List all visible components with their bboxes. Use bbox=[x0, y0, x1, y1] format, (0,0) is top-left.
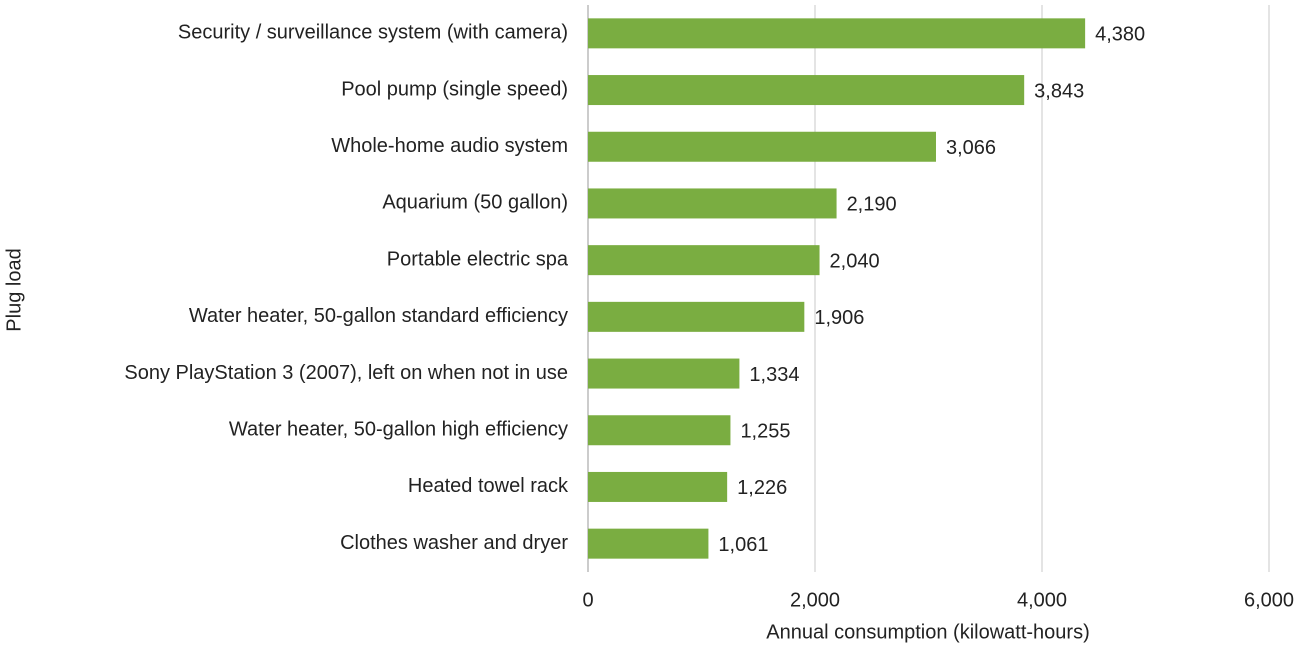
value-label: 1,061 bbox=[718, 534, 768, 556]
x-tick-label: 4,000 bbox=[1017, 589, 1067, 611]
bar bbox=[588, 415, 731, 446]
value-label: 2,040 bbox=[830, 250, 880, 272]
y-tick-label: Sony PlayStation 3 (2007), left on when … bbox=[124, 362, 568, 384]
bar bbox=[588, 245, 820, 276]
value-label: 3,843 bbox=[1034, 80, 1084, 102]
y-tick-label: Aquarium (50 gallon) bbox=[382, 192, 568, 214]
value-label: 2,190 bbox=[847, 194, 897, 216]
bar bbox=[588, 188, 837, 219]
x-tick-label: 6,000 bbox=[1244, 589, 1294, 611]
x-axis-label: Annual consumption (kilowatt-hours) bbox=[766, 621, 1090, 643]
x-tick-label: 2,000 bbox=[790, 589, 840, 611]
y-tick-label: Water heater, 50-gallon high efficiency bbox=[229, 419, 568, 441]
bar bbox=[588, 75, 1025, 106]
y-tick-label: Water heater, 50-gallon standard efficie… bbox=[189, 305, 568, 327]
value-label: 4,380 bbox=[1095, 24, 1145, 46]
y-tick-label: Security / surveillance system (with cam… bbox=[178, 22, 568, 44]
bar bbox=[588, 18, 1086, 49]
y-axis-label: Plug load bbox=[3, 248, 25, 331]
value-label: 1,334 bbox=[749, 364, 799, 386]
bar bbox=[588, 471, 728, 502]
value-label: 1,255 bbox=[740, 421, 790, 443]
value-label: 1,226 bbox=[737, 477, 787, 499]
y-tick-label: Clothes washer and dryer bbox=[340, 532, 568, 554]
y-tick-label: Heated towel rack bbox=[408, 475, 569, 497]
x-tick-label: 0 bbox=[582, 589, 593, 611]
bar bbox=[588, 528, 709, 559]
y-tick-label: Pool pump (single speed) bbox=[341, 78, 568, 100]
bar bbox=[588, 131, 936, 162]
value-label: 1,906 bbox=[814, 307, 864, 329]
bar bbox=[588, 358, 740, 389]
y-tick-label: Portable electric spa bbox=[387, 248, 569, 270]
value-label: 3,066 bbox=[946, 137, 996, 159]
y-tick-label: Whole-home audio system bbox=[331, 135, 568, 157]
bar bbox=[588, 301, 805, 332]
